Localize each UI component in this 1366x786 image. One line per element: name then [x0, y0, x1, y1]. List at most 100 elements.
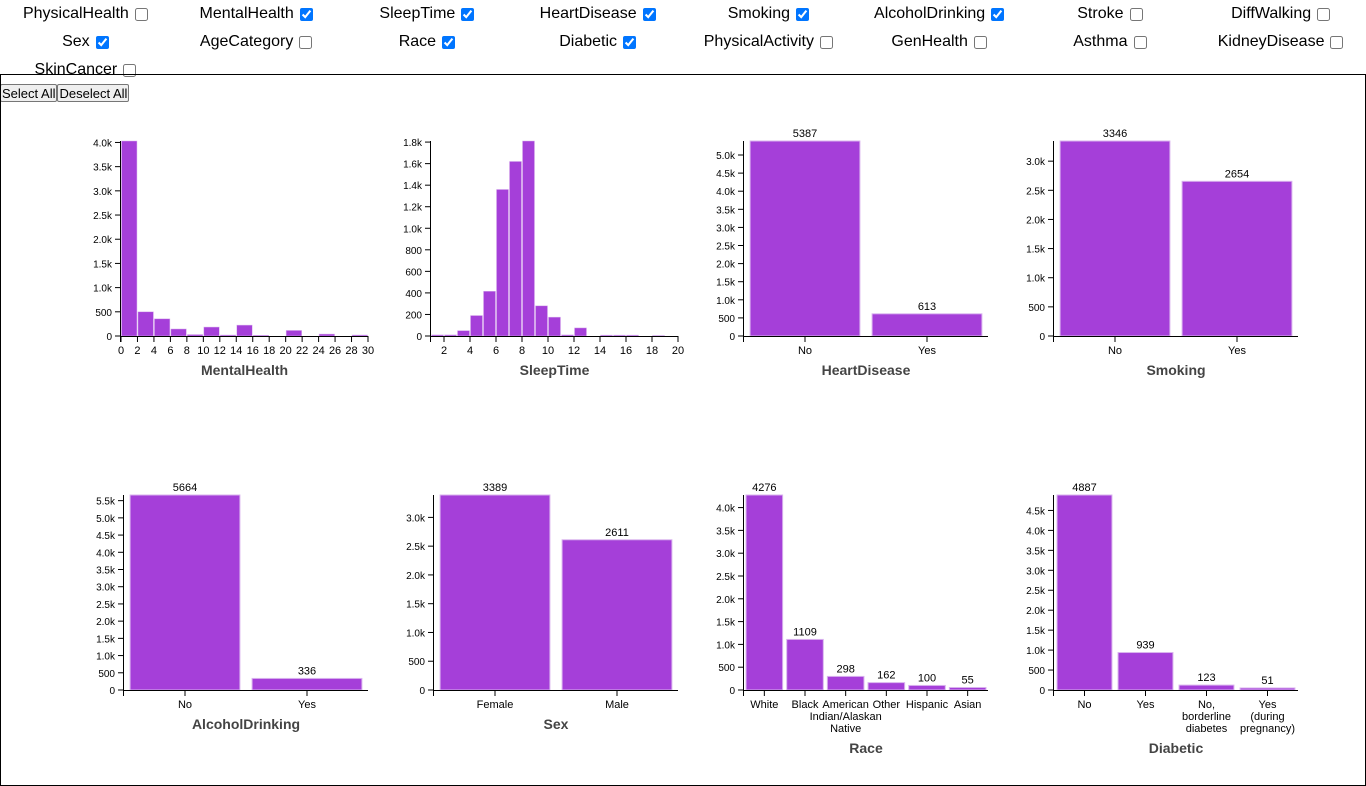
filter-checkbox[interactable] — [461, 7, 475, 21]
category-label-line: No — [798, 345, 812, 357]
button-bar: Select All Deselect All — [0, 84, 1366, 102]
select-all-button[interactable]: Select All — [0, 84, 58, 102]
filter-checkbox[interactable] — [1133, 35, 1147, 49]
category-label: Other — [873, 699, 901, 711]
bar-value-label: 298 — [836, 663, 854, 675]
filter-diabetic[interactable]: Diabetic — [512, 33, 683, 51]
y-tick-label: 500 — [718, 314, 735, 325]
category-label: White — [750, 699, 778, 711]
x-tick-label: 4 — [467, 345, 473, 357]
column-filter-checkboxes: PhysicalHealth MentalHealth SleepTime Heart… — [0, 0, 1366, 84]
filter-kidneydisease[interactable]: KidneyDisease — [1195, 33, 1366, 51]
bar-value-label: 2611 — [605, 527, 629, 539]
histogram-bar — [154, 318, 171, 337]
histogram-bar — [203, 326, 220, 337]
x-tick-label: 16 — [247, 345, 259, 357]
category-label-line: Asian — [954, 699, 982, 711]
x-tick-label: 20 — [280, 345, 292, 357]
x-tick-label: 10 — [542, 345, 554, 357]
y-tick-label: 2.5k — [716, 242, 736, 253]
filter-label: MentalHealth — [199, 5, 294, 22]
filter-genhealth[interactable]: GenHealth — [854, 33, 1025, 51]
y-tick-label: 4.5k — [96, 531, 116, 542]
bar-value-label: 100 — [918, 672, 936, 684]
y-tick-label: 200 — [405, 310, 422, 321]
category-label-line: American — [822, 699, 868, 711]
y-tick-label: 3.0k — [96, 583, 116, 594]
bar-value-label: 2654 — [1225, 168, 1249, 180]
y-tick-label: 0 — [729, 332, 735, 343]
chart-title: AlcoholDrinking — [192, 716, 300, 732]
category-label: Yes — [1228, 345, 1246, 357]
filter-stroke[interactable]: Stroke — [1025, 5, 1196, 23]
filter-checkbox[interactable] — [623, 35, 637, 49]
filter-checkbox[interactable] — [299, 35, 313, 49]
filter-checkbox[interactable] — [1129, 7, 1143, 21]
deselect-all-button[interactable]: Deselect All — [57, 84, 130, 102]
y-tick-label: 3.5k — [1026, 546, 1046, 557]
filter-skincancer[interactable]: SkinCancer — [0, 61, 171, 79]
bar-value-label: 613 — [918, 301, 936, 313]
bar — [129, 494, 241, 691]
filter-sleeptime[interactable]: SleepTime — [342, 5, 513, 23]
histogram-bar — [351, 334, 368, 337]
filter-checkbox[interactable] — [820, 35, 833, 49]
histogram-bar — [496, 189, 509, 337]
filter-physicalhealth[interactable]: PhysicalHealth — [0, 5, 171, 23]
chart-title: HeartDisease — [822, 362, 911, 378]
filter-diffwalking[interactable]: DiffWalking — [1195, 5, 1366, 23]
filter-asthma[interactable]: Asthma — [1025, 33, 1196, 51]
y-tick-label: 500 — [718, 663, 735, 674]
y-tick-label: 1.5k — [1026, 626, 1046, 637]
category-label-line: Yes — [918, 345, 936, 357]
filter-label: Race — [398, 33, 437, 50]
filter-checkbox[interactable] — [973, 35, 987, 49]
x-tick-label: 2 — [441, 345, 447, 357]
y-tick-label: 4.5k — [1026, 506, 1046, 517]
filter-checkbox[interactable] — [1317, 7, 1331, 21]
filter-agecategory[interactable]: AgeCategory — [171, 33, 342, 51]
bar-value-label: 4276 — [752, 482, 776, 494]
chart-title: Sex — [544, 716, 569, 732]
filter-race[interactable]: Race — [342, 33, 513, 51]
filter-label: AgeCategory — [199, 33, 294, 50]
category-label-line: Yes — [298, 699, 316, 711]
filter-checkbox[interactable] — [1330, 35, 1344, 49]
filter-checkbox[interactable] — [134, 7, 148, 21]
histogram-bar — [444, 334, 457, 337]
y-tick-label: 4.0k — [1026, 526, 1046, 537]
category-label-line: Hispanic — [906, 699, 949, 711]
y-tick-label: 1.5k — [406, 600, 426, 611]
filter-checkbox[interactable] — [991, 7, 1005, 21]
category-label-line: diabetes — [1186, 723, 1228, 735]
filter-smoking[interactable]: Smoking — [683, 5, 854, 23]
filter-checkbox[interactable] — [299, 7, 313, 21]
filter-checkbox[interactable] — [95, 35, 109, 49]
chart-sleeptime: 2 4 6 8 10 12 14 16 18 20 0 200 400 600 800 1.0k 1.2k 1.4… — [391, 91, 701, 421]
filter-sex[interactable]: Sex — [0, 33, 171, 51]
filter-checkbox[interactable] — [442, 35, 456, 49]
histogram-bar — [574, 327, 587, 337]
bar — [786, 638, 824, 691]
category-label-line: Native — [830, 723, 861, 735]
y-tick-label: 3.0k — [93, 187, 113, 198]
y-tick-label: 5.0k — [96, 514, 116, 525]
category-label-line: Yes — [1137, 699, 1155, 711]
category-label: Hispanic — [906, 699, 949, 711]
y-tick-label: 4.0k — [716, 187, 736, 198]
category-label-line: (during — [1250, 711, 1284, 723]
bar-value-label: 336 — [298, 665, 316, 677]
histogram-bar — [561, 334, 574, 337]
histogram-bar — [652, 335, 665, 337]
filter-alcoholdrinking[interactable]: AlcoholDrinking — [854, 5, 1025, 23]
filter-checkbox[interactable] — [796, 7, 809, 21]
filter-checkbox[interactable] — [642, 7, 656, 21]
filter-label: AlcoholDrinking — [874, 5, 986, 22]
chart-mentalhealth: 0 2 4 6 8 10 12 14 16 18 20 22 24 26 28 30 0 500 1.0k 1.5k 2… — [81, 91, 391, 421]
filter-physicalactivity[interactable]: PhysicalActivity — [683, 33, 854, 51]
filter-mentalhealth[interactable]: MentalHealth — [171, 5, 342, 23]
y-tick-label: 2.0k — [716, 595, 736, 606]
filter-heartdisease[interactable]: HeartDisease — [512, 5, 683, 23]
bar-value-label: 1109 — [793, 626, 817, 638]
filter-checkbox[interactable] — [123, 63, 137, 77]
